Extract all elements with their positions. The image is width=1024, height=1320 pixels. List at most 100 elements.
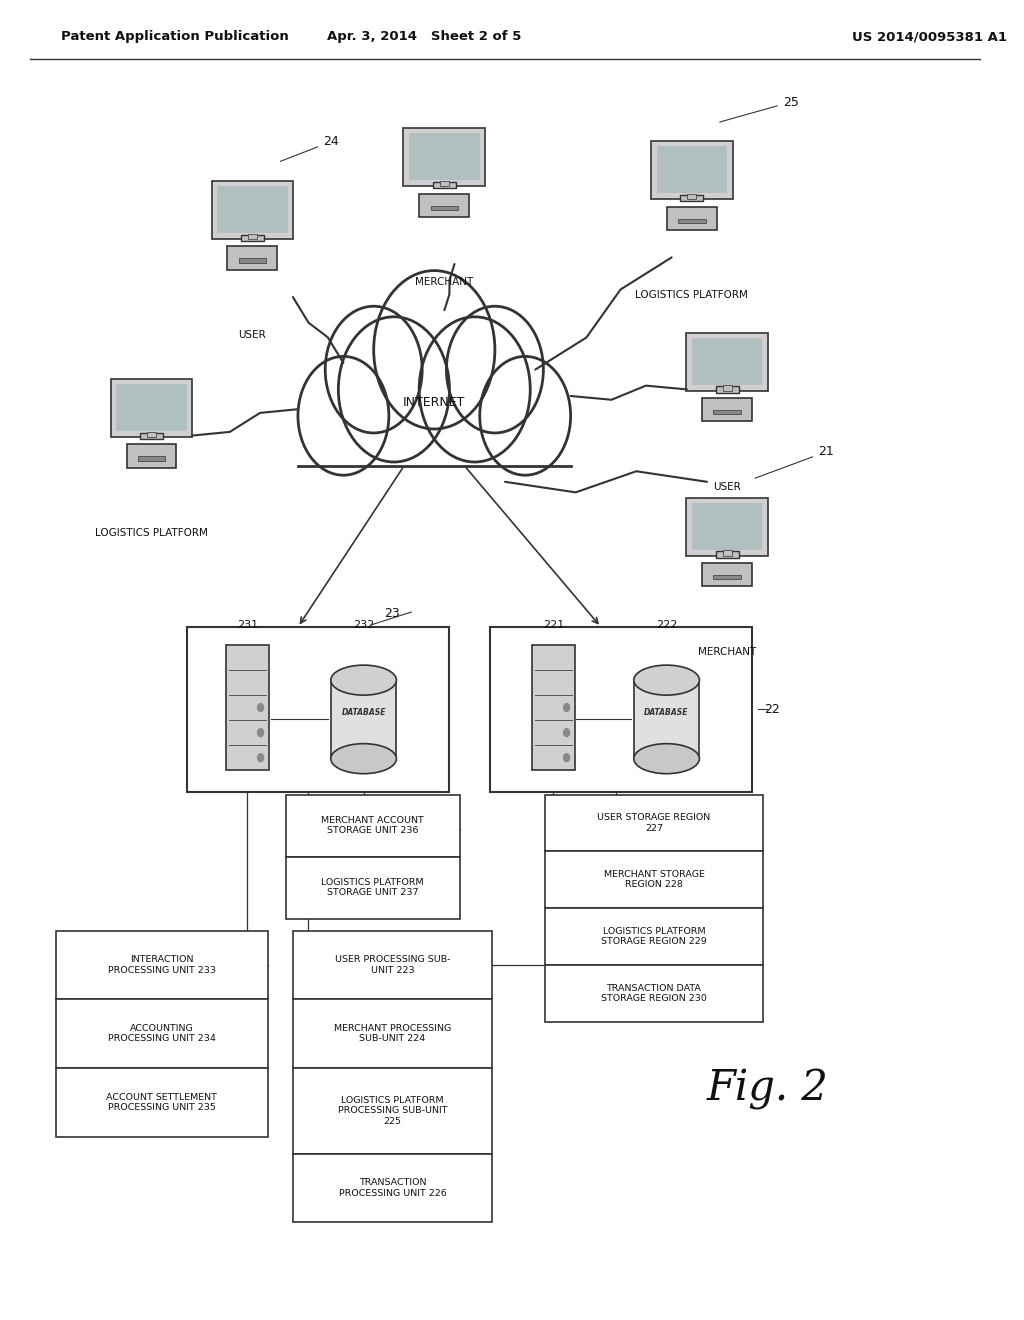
FancyBboxPatch shape [331,680,396,759]
FancyBboxPatch shape [138,457,165,461]
FancyBboxPatch shape [431,206,458,210]
Text: 21: 21 [755,445,834,478]
Text: LOGISTICS PLATFORM
STORAGE UNIT 237: LOGISTICS PLATFORM STORAGE UNIT 237 [322,878,424,898]
Text: 221: 221 [543,619,564,630]
Circle shape [419,317,530,462]
FancyBboxPatch shape [286,857,460,919]
FancyBboxPatch shape [702,564,753,586]
FancyBboxPatch shape [217,186,288,232]
FancyBboxPatch shape [212,181,294,239]
FancyBboxPatch shape [702,399,753,421]
Circle shape [374,271,495,429]
FancyBboxPatch shape [248,234,257,239]
Text: USER: USER [239,330,266,341]
Text: LOGISTICS PLATFORM
STORAGE REGION 229: LOGISTICS PLATFORM STORAGE REGION 229 [601,927,707,946]
Circle shape [563,729,569,737]
Circle shape [446,306,544,433]
Ellipse shape [331,743,396,774]
FancyBboxPatch shape [686,333,768,391]
Text: Fig. 2: Fig. 2 [707,1068,828,1110]
Text: INTERACTION
PROCESSING UNIT 233: INTERACTION PROCESSING UNIT 233 [108,956,216,974]
FancyBboxPatch shape [667,207,717,230]
Text: LOGISTICS PLATFORM
PROCESSING SUB-UNIT
225: LOGISTICS PLATFORM PROCESSING SUB-UNIT 2… [338,1096,447,1126]
FancyBboxPatch shape [686,498,768,556]
Text: 232: 232 [353,619,374,630]
Text: ACCOUNTING
PROCESSING UNIT 234: ACCOUNTING PROCESSING UNIT 234 [108,1024,215,1043]
FancyBboxPatch shape [226,644,268,770]
FancyBboxPatch shape [241,235,264,242]
FancyBboxPatch shape [239,259,266,263]
FancyBboxPatch shape [293,1154,492,1222]
FancyBboxPatch shape [293,1068,492,1154]
FancyBboxPatch shape [546,795,763,851]
FancyBboxPatch shape [433,182,456,189]
FancyBboxPatch shape [227,247,278,269]
Text: 222: 222 [656,619,677,630]
Text: DATABASE: DATABASE [341,709,386,717]
Text: LOGISTICS PLATFORM: LOGISTICS PLATFORM [95,528,208,539]
FancyBboxPatch shape [716,387,738,393]
FancyBboxPatch shape [634,680,699,759]
FancyBboxPatch shape [651,141,733,199]
FancyBboxPatch shape [723,550,732,556]
FancyBboxPatch shape [723,385,732,391]
Circle shape [480,356,570,475]
FancyBboxPatch shape [546,908,763,965]
Text: TRANSACTION DATA
STORAGE REGION 230: TRANSACTION DATA STORAGE REGION 230 [601,983,707,1003]
FancyBboxPatch shape [489,627,753,792]
Circle shape [338,317,450,462]
Text: LOGISTICS PLATFORM: LOGISTICS PLATFORM [636,290,749,301]
Text: USER: USER [714,482,741,492]
FancyBboxPatch shape [532,644,574,770]
Ellipse shape [331,665,396,696]
Text: Apr. 3, 2014   Sheet 2 of 5: Apr. 3, 2014 Sheet 2 of 5 [327,30,521,44]
Circle shape [326,306,422,433]
Circle shape [563,704,569,711]
Circle shape [298,356,389,475]
Text: INTERNET: INTERNET [403,396,466,409]
FancyBboxPatch shape [111,379,193,437]
Ellipse shape [634,743,699,774]
Text: 24: 24 [281,135,339,161]
FancyBboxPatch shape [692,503,763,549]
Text: Patent Application Publication: Patent Application Publication [60,30,289,44]
FancyBboxPatch shape [716,552,738,558]
FancyBboxPatch shape [687,194,696,199]
FancyBboxPatch shape [440,181,449,186]
FancyBboxPatch shape [692,338,763,384]
Text: MERCHANT ACCOUNT
STORAGE UNIT 236: MERCHANT ACCOUNT STORAGE UNIT 236 [322,816,424,836]
Text: MERCHANT STORAGE
REGION 228: MERCHANT STORAGE REGION 228 [603,870,705,890]
Circle shape [258,704,263,711]
FancyBboxPatch shape [410,133,479,180]
Circle shape [258,754,263,762]
Text: USER PROCESSING SUB-
UNIT 223: USER PROCESSING SUB- UNIT 223 [335,956,451,974]
Text: 231: 231 [237,619,258,630]
FancyBboxPatch shape [127,445,176,467]
FancyBboxPatch shape [293,931,492,999]
FancyBboxPatch shape [55,931,267,999]
FancyBboxPatch shape [286,795,460,857]
Text: MERCHANT: MERCHANT [698,647,757,657]
Circle shape [563,754,569,762]
FancyBboxPatch shape [420,194,469,216]
FancyBboxPatch shape [117,384,186,430]
Text: 25: 25 [720,95,799,121]
FancyBboxPatch shape [714,411,741,414]
Circle shape [258,729,263,737]
FancyBboxPatch shape [55,999,267,1068]
Text: TRANSACTION
PROCESSING UNIT 226: TRANSACTION PROCESSING UNIT 226 [339,1179,446,1197]
FancyBboxPatch shape [55,1068,267,1137]
Ellipse shape [634,665,699,696]
FancyBboxPatch shape [147,432,156,437]
FancyBboxPatch shape [546,965,763,1022]
FancyBboxPatch shape [546,851,763,908]
Text: DATABASE: DATABASE [644,709,689,717]
FancyBboxPatch shape [403,128,485,186]
FancyBboxPatch shape [656,147,727,193]
Text: USER STORAGE REGION
227: USER STORAGE REGION 227 [597,813,711,833]
Text: 23: 23 [384,607,399,620]
FancyBboxPatch shape [298,403,570,466]
Text: MERCHANT: MERCHANT [416,277,473,288]
FancyBboxPatch shape [186,627,450,792]
Text: MERCHANT PROCESSING
SUB-UNIT 224: MERCHANT PROCESSING SUB-UNIT 224 [334,1024,451,1043]
